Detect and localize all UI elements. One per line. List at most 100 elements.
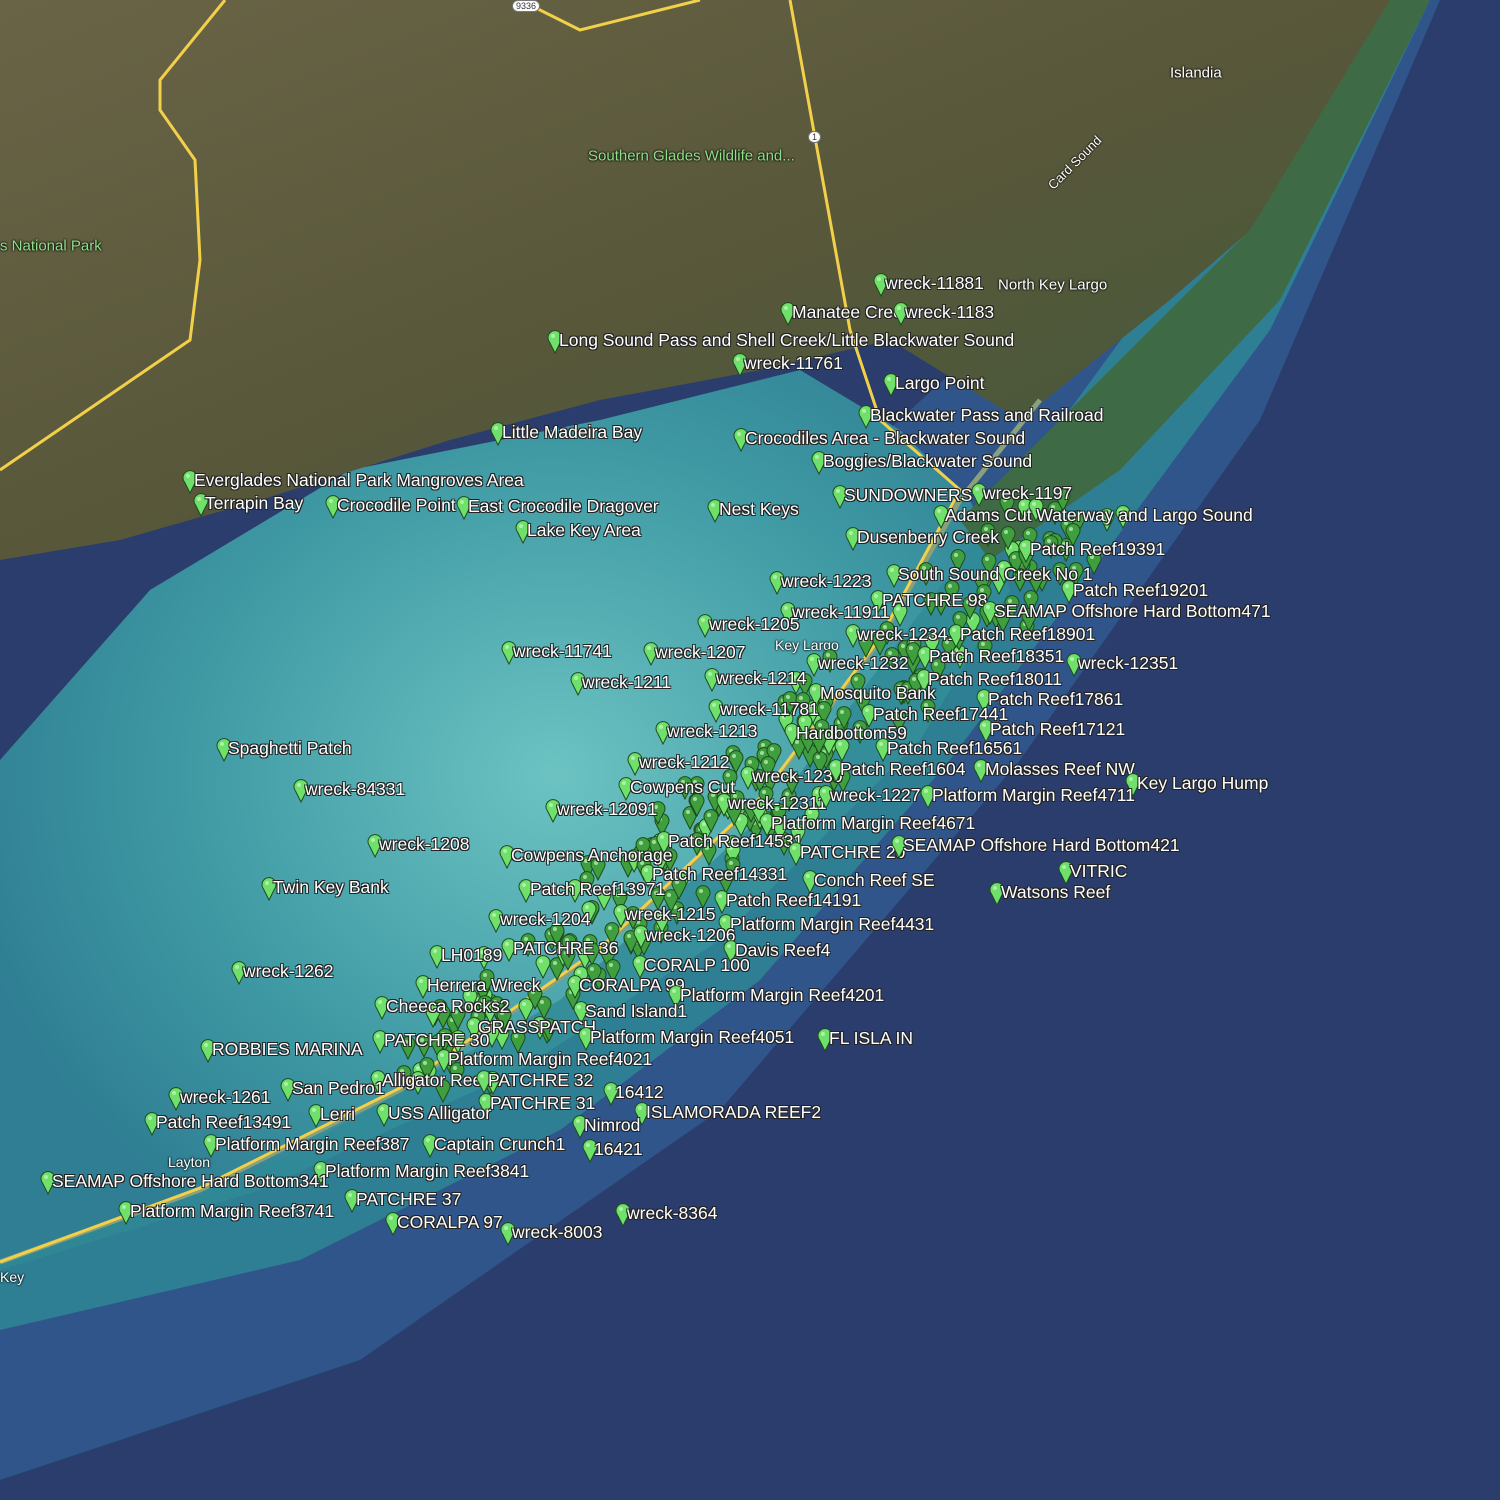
reef-pin-icon[interactable] bbox=[1068, 562, 1084, 587]
map-pin-icon[interactable] bbox=[891, 835, 907, 860]
map-pin-icon[interactable] bbox=[817, 1028, 833, 1053]
map-pin-icon[interactable] bbox=[759, 813, 775, 838]
map-pin-icon[interactable] bbox=[367, 834, 383, 859]
reef-pin-icon[interactable] bbox=[579, 871, 595, 896]
reef-pin-icon[interactable] bbox=[396, 1065, 412, 1090]
map-pin-icon[interactable] bbox=[873, 273, 889, 298]
reef-pin-icon[interactable] bbox=[771, 803, 787, 828]
reef-pin-icon[interactable] bbox=[1086, 551, 1102, 576]
marker-label[interactable]: PATCHRE 32 bbox=[488, 1070, 594, 1090]
reef-pin-icon[interactable] bbox=[590, 857, 606, 882]
map-pin-icon[interactable] bbox=[376, 1103, 392, 1128]
marker-label[interactable]: Patch Reef13971 bbox=[530, 879, 666, 899]
reef-pin-icon[interactable] bbox=[950, 549, 966, 574]
reef-pin-icon[interactable] bbox=[527, 986, 543, 1011]
marker-label[interactable]: wreck-84331 bbox=[305, 779, 406, 799]
map-pin-icon[interactable] bbox=[886, 564, 902, 589]
marker-label[interactable]: Captain Crunch1 bbox=[434, 1134, 566, 1154]
marker-label[interactable]: PATCHRE 37 bbox=[356, 1189, 462, 1209]
marker-label[interactable]: Terrapin Bay bbox=[205, 493, 304, 513]
reef-pin-icon[interactable] bbox=[725, 857, 741, 882]
map-pin-icon[interactable] bbox=[344, 1189, 360, 1214]
marker-label[interactable]: Davis Reef4 bbox=[735, 940, 831, 960]
reef-pin-icon[interactable] bbox=[682, 806, 698, 831]
map-pin-icon[interactable] bbox=[370, 1070, 386, 1095]
reef-pin-icon[interactable] bbox=[604, 922, 620, 947]
map-pin-icon[interactable] bbox=[567, 975, 583, 1000]
reef-pin-icon[interactable] bbox=[962, 596, 978, 621]
reef-pin-icon[interactable] bbox=[980, 523, 996, 548]
marker-label[interactable]: Platform Margin Reef3741 bbox=[130, 1201, 335, 1221]
marker-label[interactable]: East Crocodile Dragover bbox=[468, 496, 659, 516]
marker-label[interactable]: SEAMAP Offshore Hard Bottom421 bbox=[903, 835, 1180, 855]
map-pin-icon[interactable] bbox=[1061, 580, 1077, 605]
map-pin-icon[interactable] bbox=[818, 785, 834, 810]
map-pin-icon[interactable] bbox=[203, 1134, 219, 1159]
reef-pin-icon[interactable] bbox=[419, 1057, 435, 1082]
map-pin-icon[interactable] bbox=[547, 330, 563, 355]
marker-label[interactable]: PATCHRE 30 bbox=[384, 1030, 490, 1050]
marker-label[interactable]: LH0189 bbox=[441, 945, 503, 965]
marker-label[interactable]: Largo Point bbox=[895, 373, 985, 393]
map-pin-icon[interactable] bbox=[976, 689, 992, 714]
marker-label[interactable]: ROBBIES MARINA bbox=[212, 1039, 363, 1059]
marker-label[interactable]: wreck-11881 bbox=[885, 273, 984, 293]
marker-label[interactable]: Patch Reef17861 bbox=[988, 689, 1124, 709]
reef-pin-icon[interactable] bbox=[586, 963, 602, 988]
map-pin-icon[interactable] bbox=[861, 704, 877, 729]
reef-pin-icon[interactable] bbox=[822, 649, 838, 674]
map-pin-icon[interactable] bbox=[499, 845, 515, 870]
marker-label[interactable]: Patch Reef18351 bbox=[929, 646, 1065, 666]
reef-pin-icon[interactable] bbox=[999, 494, 1015, 519]
reef-pin-icon[interactable] bbox=[1070, 510, 1086, 535]
map-pin-icon[interactable] bbox=[488, 909, 504, 934]
map-pin-icon[interactable] bbox=[656, 831, 672, 856]
marker-label[interactable]: GRASSPATCH bbox=[478, 1017, 596, 1037]
reef-pin-icon[interactable] bbox=[758, 786, 774, 811]
map-pin-icon[interactable] bbox=[832, 485, 848, 510]
map-pin-icon[interactable] bbox=[456, 496, 472, 521]
map-pin-icon[interactable] bbox=[515, 520, 531, 545]
reef-pin-icon[interactable] bbox=[892, 603, 908, 628]
marker-label[interactable]: Patch Reef19391 bbox=[1030, 539, 1166, 559]
marker-label[interactable]: Crocodile Point bbox=[337, 495, 456, 515]
marker-label[interactable]: Platform Margin Reef4051 bbox=[590, 1027, 795, 1047]
map-pin-icon[interactable] bbox=[845, 624, 861, 649]
map-pin-icon[interactable] bbox=[1066, 653, 1082, 678]
map-pin-icon[interactable] bbox=[193, 493, 209, 518]
map-pin-icon[interactable] bbox=[784, 723, 800, 748]
marker-label[interactable]: Platform Margin Reef4431 bbox=[730, 914, 935, 934]
reef-pin-icon[interactable] bbox=[850, 673, 866, 698]
reef-pin-icon[interactable] bbox=[654, 910, 670, 935]
reef-pin-icon[interactable] bbox=[797, 714, 813, 739]
marker-label[interactable]: Patch Reef19201 bbox=[1073, 580, 1209, 600]
reef-pin-icon[interactable] bbox=[884, 647, 900, 672]
marker-label[interactable]: wreck-11911 bbox=[792, 602, 890, 622]
map-pin-icon[interactable] bbox=[200, 1039, 216, 1064]
marker-label[interactable]: SEAMAP Offshore Hard Bottom471 bbox=[994, 601, 1271, 621]
reef-pin-icon[interactable] bbox=[600, 945, 616, 970]
map-pin-icon[interactable] bbox=[613, 904, 629, 929]
marker-label[interactable]: Platform Margin Reef4021 bbox=[448, 1049, 653, 1069]
reef-pin-icon[interactable] bbox=[1022, 527, 1038, 552]
map-pin-icon[interactable] bbox=[603, 1082, 619, 1107]
map-pin-icon[interactable] bbox=[545, 799, 561, 824]
reef-pin-icon[interactable] bbox=[944, 580, 960, 605]
reef-pin-icon[interactable] bbox=[976, 584, 992, 609]
marker-label[interactable]: Mosquito Bank bbox=[820, 683, 936, 703]
marker-label[interactable]: Alligator Reef bbox=[382, 1070, 488, 1090]
map-pin-icon[interactable] bbox=[501, 938, 517, 963]
marker-label[interactable]: FL ISLA IN bbox=[829, 1028, 913, 1048]
map-pin-icon[interactable] bbox=[182, 470, 198, 495]
marker-label[interactable]: Crocodiles Area - Blackwater Sound bbox=[745, 428, 1026, 448]
marker-label[interactable]: Patch Reef18901 bbox=[960, 624, 1096, 644]
marker-label[interactable]: wreck-1223 bbox=[781, 571, 872, 591]
map-pin-icon[interactable] bbox=[640, 864, 656, 889]
map-pin-icon[interactable] bbox=[313, 1161, 329, 1186]
map-pin-icon[interactable] bbox=[811, 451, 827, 476]
map-pin-icon[interactable] bbox=[973, 759, 989, 784]
reef-pin-icon[interactable] bbox=[462, 988, 478, 1013]
reef-pin-icon[interactable] bbox=[891, 710, 907, 735]
map-pin-icon[interactable] bbox=[971, 483, 987, 508]
map-pin-icon[interactable] bbox=[668, 985, 684, 1010]
